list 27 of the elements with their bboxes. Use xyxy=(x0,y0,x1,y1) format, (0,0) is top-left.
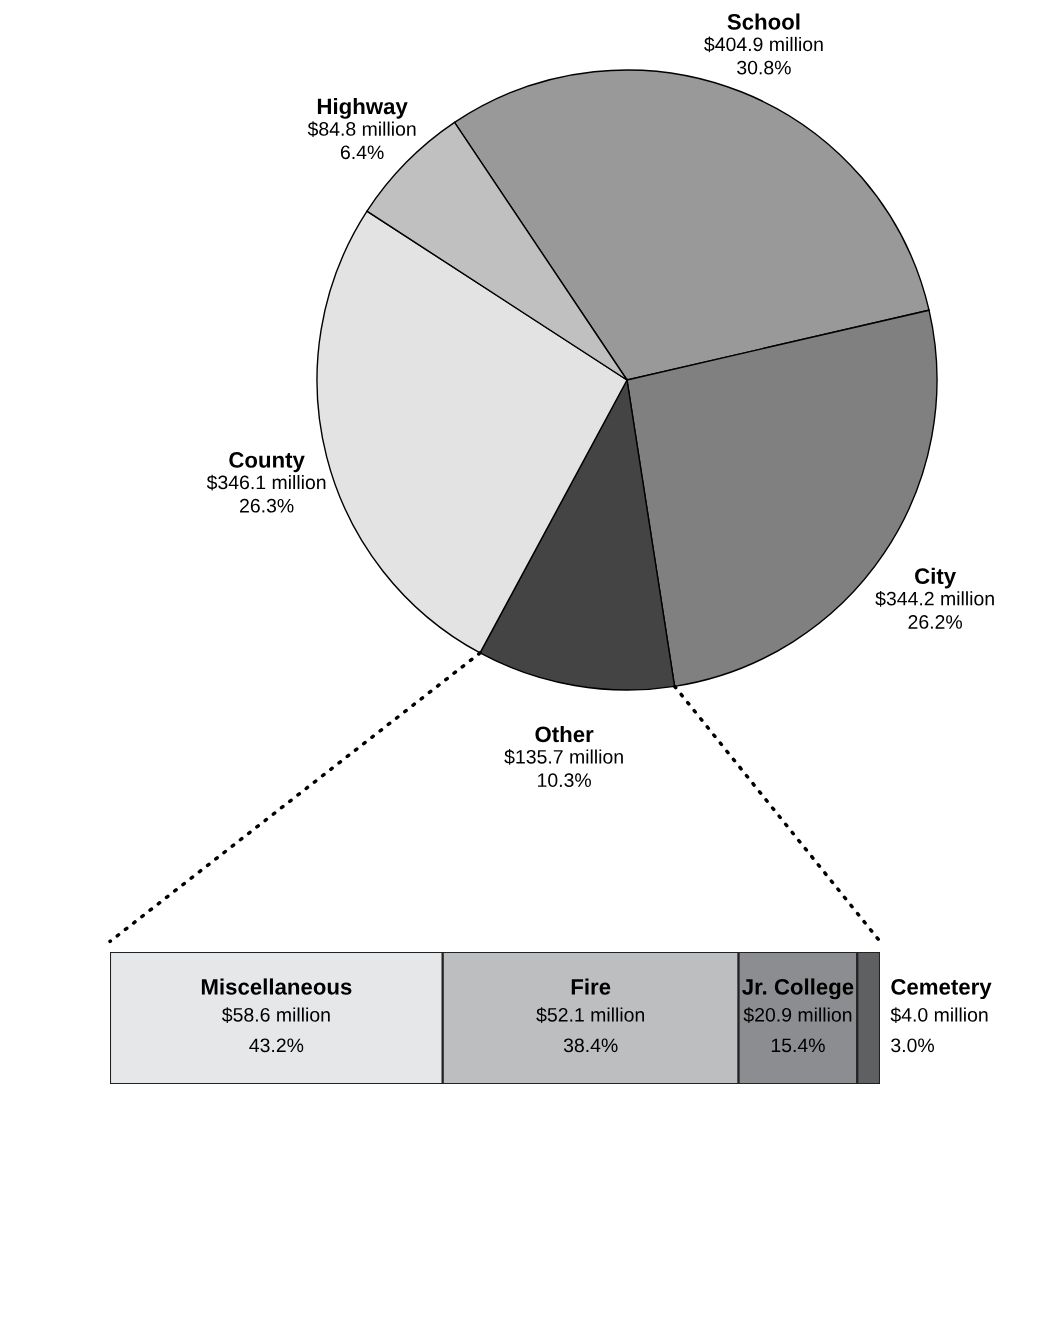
annotation: 43.2% xyxy=(249,1038,304,1053)
slice-label: School xyxy=(727,13,800,30)
text: 30.8% xyxy=(737,60,791,75)
slice-label: Highway xyxy=(317,97,408,119)
data-label: $4.0 million xyxy=(890,1007,988,1023)
data-label: $20.9 million xyxy=(743,1007,852,1023)
slice-label: County xyxy=(229,452,305,473)
series-label: Cemetery xyxy=(891,978,992,1000)
annotation: 38.4% xyxy=(563,1038,618,1053)
series-label: Jr. College xyxy=(742,978,854,1000)
text: 10.3% xyxy=(538,773,591,788)
series-label: Miscellaneous xyxy=(201,978,352,995)
text: 6.4% xyxy=(340,145,384,160)
text: 3.0% xyxy=(891,1038,934,1053)
data-label: $135.7 million xyxy=(504,749,623,765)
data-label: $84.8 million xyxy=(307,121,416,138)
data-label: $52.1 million xyxy=(536,1007,645,1023)
text: 26.2% xyxy=(908,615,962,629)
text: 26.3% xyxy=(240,498,294,513)
data-label: $58.6 million xyxy=(222,1007,330,1023)
annotation: 15.4% xyxy=(771,1038,825,1053)
slice-label: Other xyxy=(535,725,594,743)
data-label: $346.1 million xyxy=(206,474,326,491)
data-label: $344.2 million xyxy=(875,590,994,607)
data-label: $404.9 million xyxy=(704,36,823,53)
series-label: Fire xyxy=(571,978,611,995)
slice-label: City xyxy=(915,567,956,589)
